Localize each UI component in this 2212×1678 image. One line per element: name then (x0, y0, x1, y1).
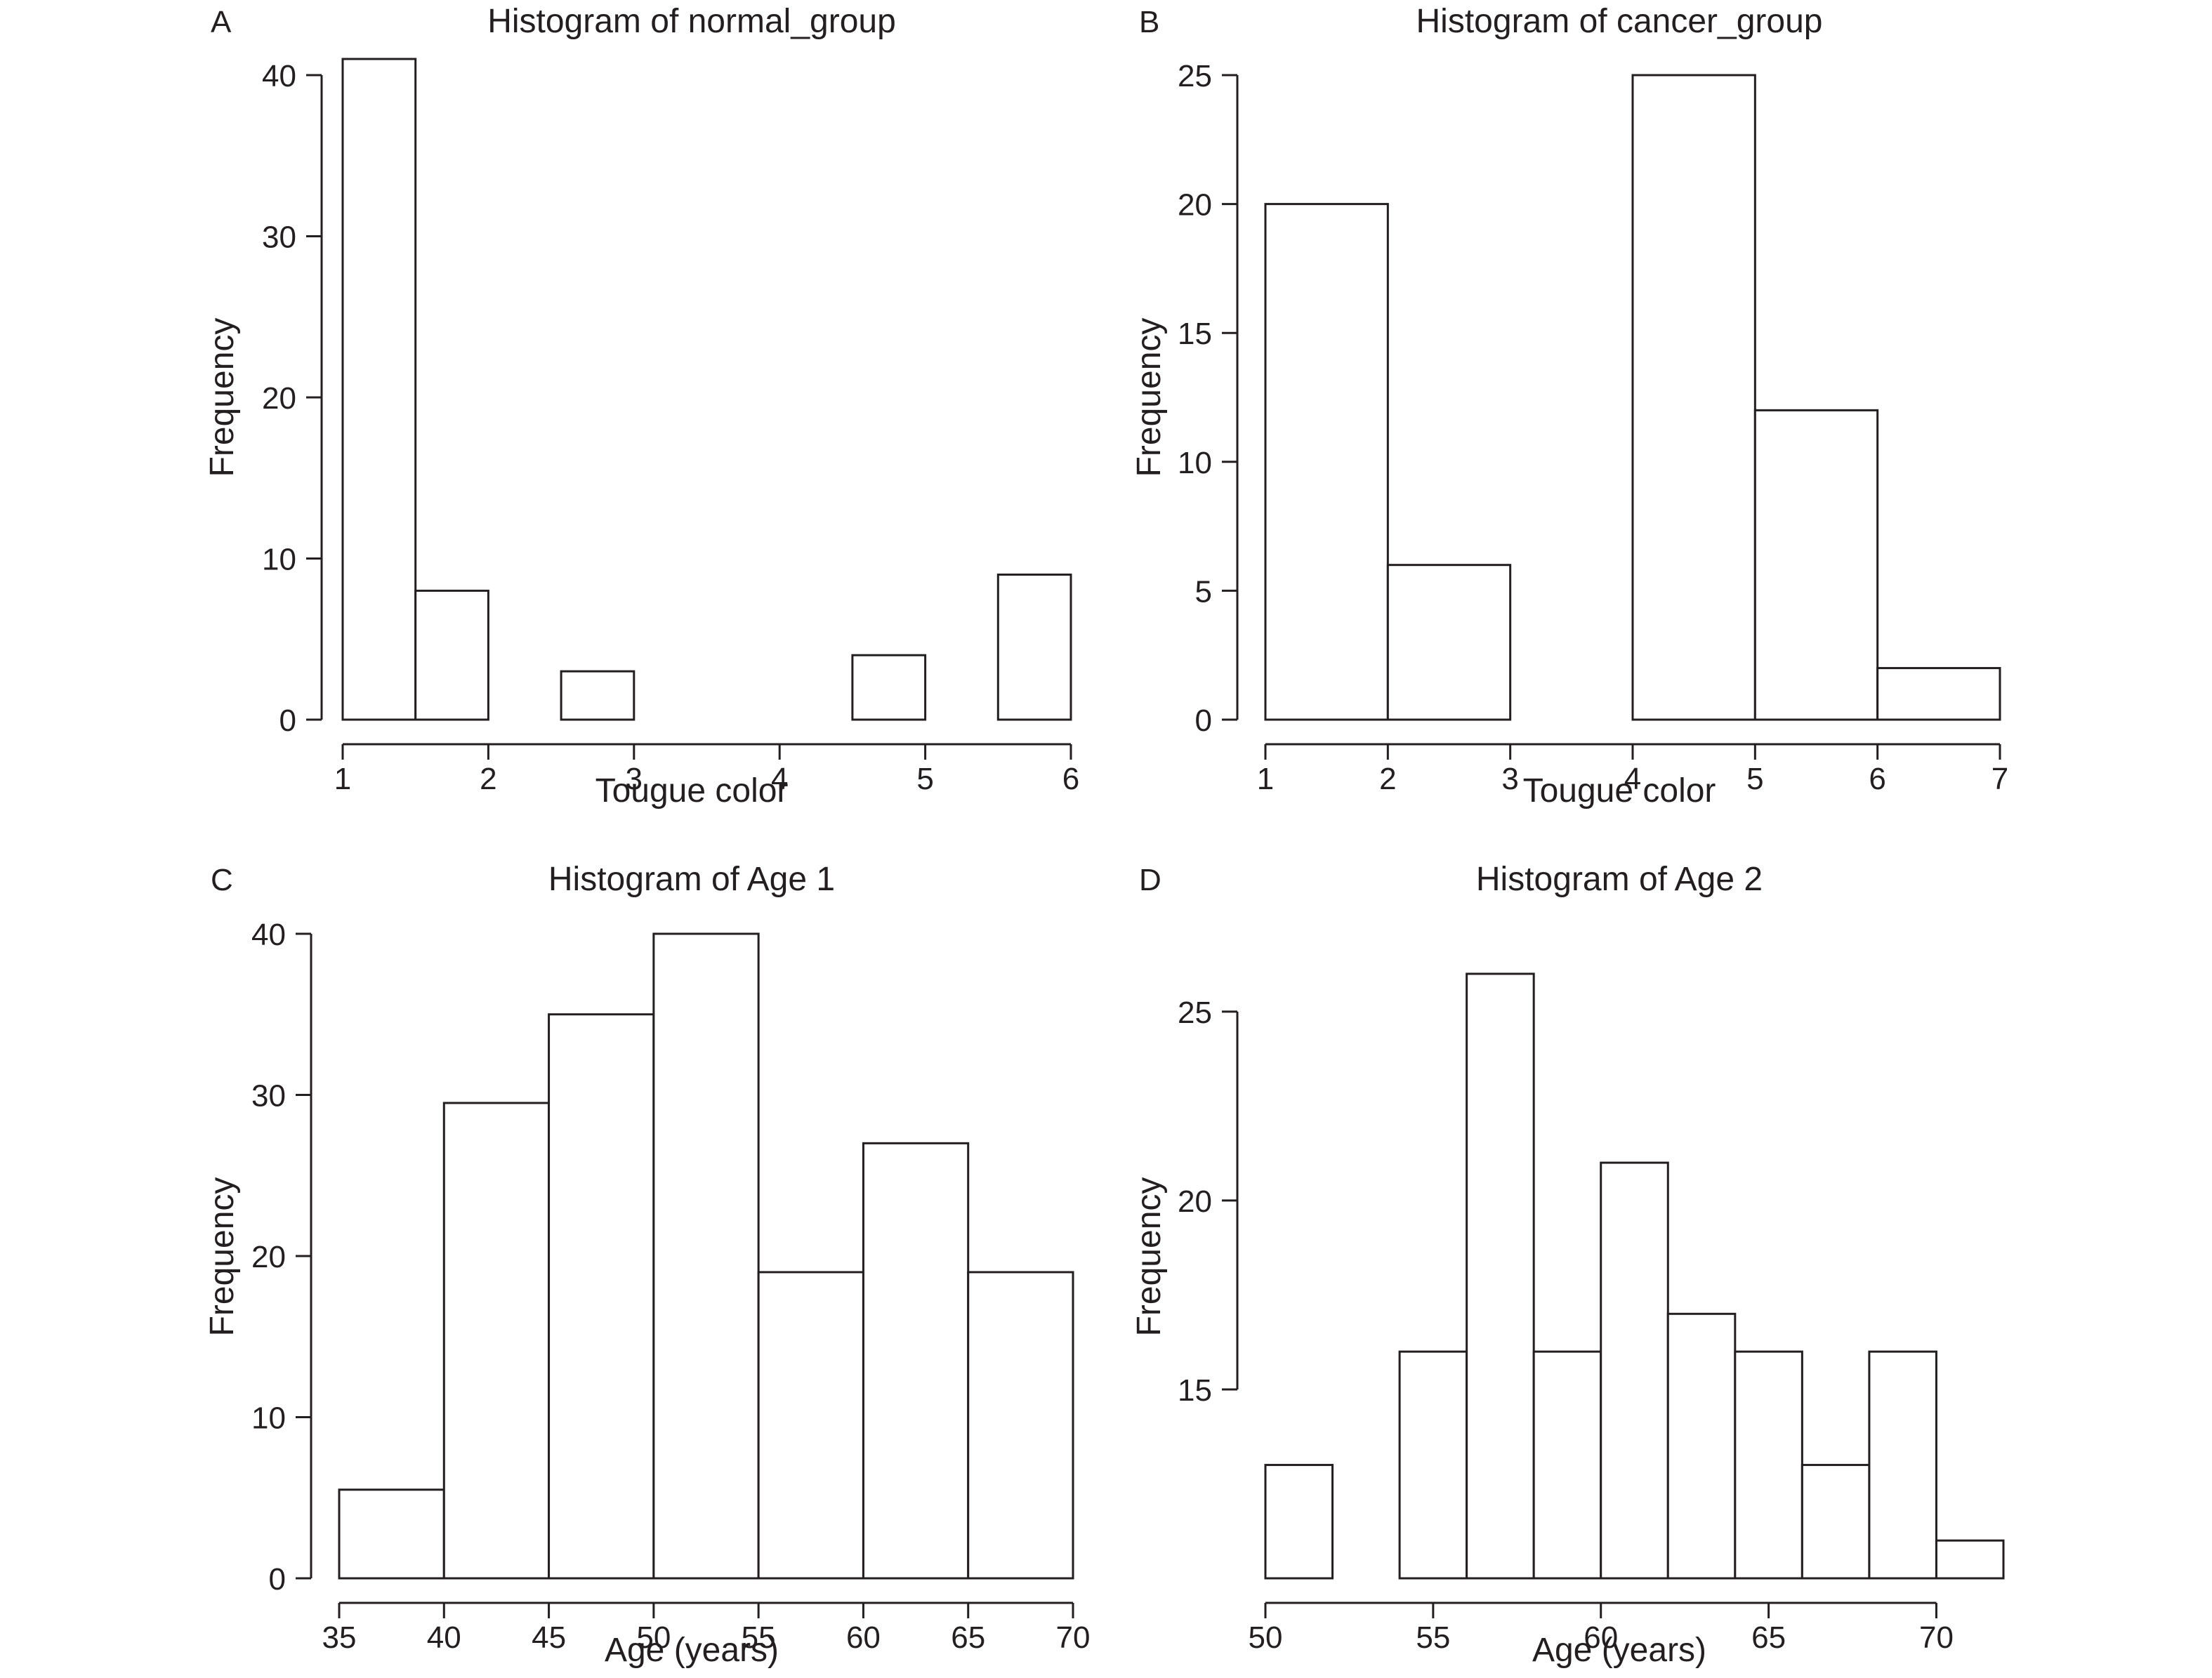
panel-d-x-tick-label: 65 (1751, 1620, 1786, 1655)
panel-b-bar (1631, 74, 1756, 721)
panel-b-x-tick-label: 7 (1992, 762, 2008, 796)
panel-b-x-tick-label: 2 (1379, 762, 1396, 796)
panel-d-bar (1868, 1350, 1937, 1580)
panel-c-bar (442, 1102, 551, 1580)
panel-d-bar (1600, 1161, 1669, 1580)
panel-d-bar (1734, 1350, 1803, 1580)
panel-b-x-tick-label: 1 (1257, 762, 1274, 796)
panel-d-y-tick-label: 15 (1178, 1373, 1212, 1408)
panel-d-x-tick-label: 55 (1416, 1620, 1450, 1655)
panel-a-y-axis-label: Frequency (204, 318, 241, 477)
panel-b-bar (1876, 667, 2001, 721)
panel-a-y-tick-label: 10 (262, 542, 296, 576)
panel-d-bar (1264, 1464, 1334, 1580)
panel-c-x-tick-label: 50 (636, 1620, 671, 1655)
panel-d-bar (1935, 1539, 2005, 1580)
panel-a-x-tick-label: 6 (1062, 762, 1079, 796)
panel-d-title: Histogram of Age 2 (1476, 861, 1763, 898)
panel-b-title: Histogram of cancer_group (1416, 3, 1823, 40)
panel-c: C Histogram of Age 1 Age (years) Frequen… (204, 861, 1090, 1669)
panel-a-x-tick-label: 1 (334, 762, 351, 796)
panel-d-x-axis-label: Age (years) (1532, 1632, 1706, 1669)
panel-a-x-tick-label: 3 (626, 762, 643, 796)
panel-b-y-tick-label: 10 (1178, 446, 1212, 480)
panel-d-letter: D (1139, 863, 1161, 897)
panel-a-bar (341, 58, 417, 721)
panel-a: A Histogram of normal_group Tougue color… (204, 3, 1079, 810)
panel-c-bar (862, 1142, 970, 1580)
panel-a-x-tick-label: 4 (771, 762, 788, 796)
panel-c-plot-area: 0 10 20 30 40 35 40 45 50 55 60 65 70 (251, 918, 1090, 1655)
panel-a-x-tick-label: 5 (916, 762, 933, 796)
panel-b-bar (1386, 564, 1512, 721)
panel-c-y-tick-label: 20 (251, 1240, 286, 1274)
panel-a-y-tick-label: 0 (279, 703, 296, 738)
panel-c-bar (338, 1488, 445, 1580)
panel-d-x-tick-label: 50 (1249, 1620, 1283, 1655)
panel-b-x-axis-label: Tougue color (1523, 772, 1716, 810)
panel-a-bar (560, 670, 636, 721)
panel-b-y-tick-label: 25 (1178, 59, 1212, 93)
panel-c-bar (652, 932, 760, 1580)
panel-b-plot-area: 0 5 10 15 20 25 1 2 3 4 5 6 7 (1178, 59, 2008, 796)
panel-c-bar (548, 1013, 655, 1580)
panel-a-y-tick-label: 30 (262, 220, 296, 254)
panel-a-title: Histogram of normal_group (487, 3, 896, 40)
panel-b-x-tick-label: 5 (1746, 762, 1763, 796)
panel-a-y-tick-label: 20 (262, 381, 296, 416)
panel-c-y-tick-label: 0 (269, 1562, 286, 1597)
panel-c-x-tick-label: 45 (532, 1620, 566, 1655)
panel-b-y-tick-label: 15 (1178, 317, 1212, 351)
panel-a-y-tick-label: 40 (262, 59, 296, 93)
panel-a-bar (851, 654, 927, 721)
panel-b-x-tick-label: 6 (1869, 762, 1885, 796)
panel-c-x-tick-label: 40 (427, 1620, 461, 1655)
panel-b: B Histogram of cancer_group Tougue color… (1131, 3, 2008, 810)
panel-c-x-tick-label: 70 (1056, 1620, 1091, 1655)
panel-d-bar (1800, 1464, 1871, 1580)
panel-b-y-axis-label: Frequency (1131, 318, 1168, 477)
panel-d-plot-area: 15 20 25 50 55 60 65 70 (1178, 972, 2005, 1655)
panel-d-bar (1532, 1350, 1602, 1580)
panel-b-y-tick-label: 20 (1178, 188, 1212, 223)
panel-d-bar (1666, 1312, 1737, 1580)
panel-a-plot-area: 0 10 20 30 40 1 2 3 4 5 6 (262, 58, 1079, 796)
panel-c-bar (757, 1271, 864, 1580)
panel-c-x-axis-label: Age (years) (605, 1632, 779, 1669)
panel-a-x-tick-label: 2 (480, 762, 496, 796)
panel-a-bar (414, 589, 489, 721)
panel-c-x-tick-label: 65 (951, 1620, 985, 1655)
panel-a-x-axis-label: Tougue color (595, 772, 789, 810)
panel-d-y-axis-label: Frequency (1131, 1177, 1168, 1337)
panel-a-bar (996, 573, 1072, 721)
panel-b-letter: B (1139, 5, 1159, 39)
panel-d: D Histogram of Age 2 Age (years) Frequen… (1131, 861, 2005, 1669)
panel-b-x-tick-label: 3 (1501, 762, 1518, 796)
panel-c-y-tick-label: 30 (251, 1079, 286, 1114)
panel-c-y-tick-label: 40 (251, 918, 286, 952)
panel-a-letter: A (211, 5, 232, 39)
panel-c-letter: C (211, 863, 233, 897)
panel-b-y-tick-label: 0 (1195, 703, 1212, 738)
panel-d-x-tick-label: 70 (1919, 1620, 1954, 1655)
panel-d-y-tick-label: 20 (1178, 1184, 1212, 1219)
panel-c-title: Histogram of Age 1 (548, 861, 835, 898)
panel-d-bar (1398, 1350, 1468, 1580)
panel-c-x-tick-label: 55 (742, 1620, 776, 1655)
panel-b-x-tick-label: 4 (1624, 762, 1641, 796)
panel-b-y-tick-label: 5 (1195, 574, 1212, 609)
panel-c-y-tick-label: 10 (251, 1401, 286, 1436)
panel-c-x-tick-label: 60 (846, 1620, 881, 1655)
panel-d-bar (1466, 972, 1535, 1580)
panel-b-bar (1264, 203, 1389, 721)
panel-d-x-tick-label: 60 (1584, 1620, 1618, 1655)
panel-c-x-tick-label: 35 (322, 1620, 357, 1655)
panel-c-bar (967, 1271, 1074, 1580)
panel-b-bar (1753, 409, 1879, 721)
panel-c-y-axis-label: Frequency (204, 1177, 241, 1337)
panel-d-y-tick-label: 25 (1178, 996, 1212, 1030)
